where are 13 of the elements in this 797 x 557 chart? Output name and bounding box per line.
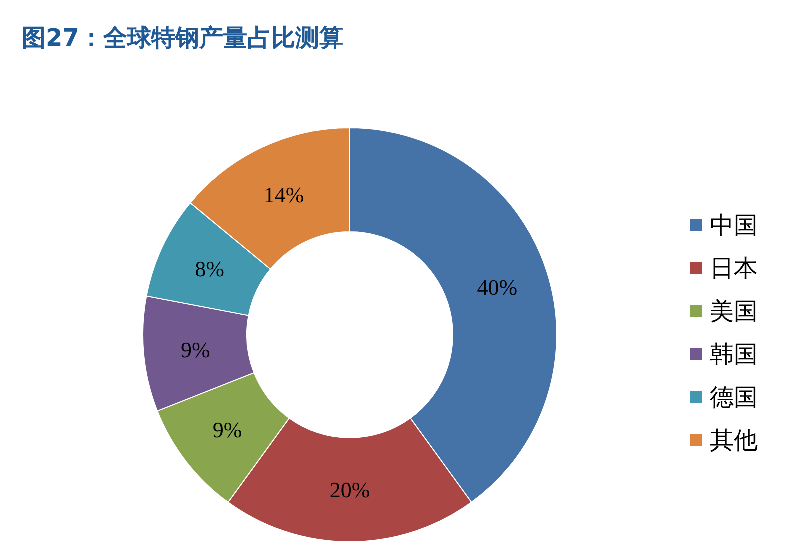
legend-label: 日本: [710, 254, 758, 282]
data-label: 40%: [477, 274, 518, 300]
data-label: 9%: [212, 418, 242, 443]
legend-label: 中国: [710, 211, 758, 240]
chart-title: 图27：全球特钢产量占比测算: [22, 24, 344, 52]
legend-label: 美国: [710, 297, 758, 326]
legend-label: 其他: [710, 426, 758, 454]
data-label: 9%: [181, 337, 210, 362]
legend-label: 韩国: [710, 340, 758, 368]
legend-label: 德国: [710, 383, 758, 412]
data-label: 20%: [330, 478, 370, 503]
data-label: 8%: [195, 256, 224, 282]
data-label: 14%: [264, 182, 304, 208]
